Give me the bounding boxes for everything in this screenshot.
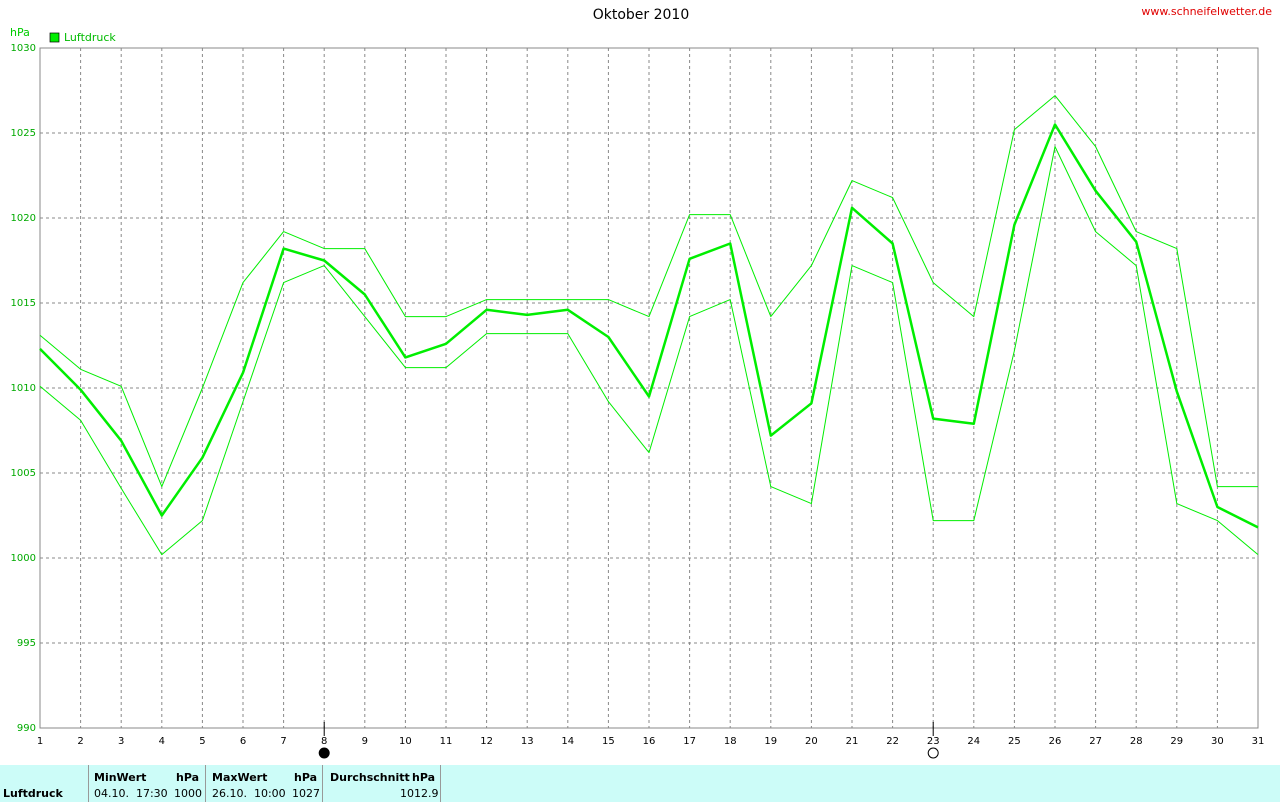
min-header: MinWert: [94, 771, 147, 784]
x-tick-label: 28: [1130, 736, 1143, 747]
source: www.schneifelwetter.de: [1141, 5, 1272, 18]
x-tick-label: 12: [480, 736, 493, 747]
summary-label: Luftdruck: [3, 787, 63, 800]
summary-table: Luftdruck MinWert hPa 04.10. 17:30 1000 …: [0, 765, 1280, 802]
x-tick-label: 20: [805, 736, 818, 747]
x-tick-label: 6: [240, 736, 246, 747]
legend-label: Luftdruck: [64, 31, 116, 44]
x-tick-label: 16: [643, 736, 656, 747]
y-tick-label: 1020: [11, 213, 36, 224]
line-series: [39, 123, 1259, 529]
x-tick-label: 8: [321, 736, 327, 747]
separator: [88, 765, 89, 802]
y-tick-label: 1030: [11, 43, 36, 54]
x-tick-label: 19: [764, 736, 777, 747]
x-tick-label: 7: [280, 736, 286, 747]
x-tick-label: 27: [1089, 736, 1102, 747]
x-tick-label: 30: [1211, 736, 1224, 747]
plot-frame: [39, 47, 1259, 729]
y-tick-label: 1025: [11, 128, 36, 139]
max-value: 1027: [292, 787, 320, 800]
x-tick-label: 3: [118, 736, 124, 747]
x-tick-label: 15: [602, 736, 615, 747]
x-tick-label: 21: [846, 736, 859, 747]
x-tick-label: 13: [521, 736, 534, 747]
x-tick-label: 5: [199, 736, 205, 747]
separator: [205, 765, 206, 802]
y-tick-label: 1015: [11, 298, 36, 309]
y-tick-label: 1000: [11, 553, 36, 564]
min-unit: hPa: [176, 771, 200, 784]
max-header: MaxWert: [212, 771, 268, 784]
x-tick-label: 22: [886, 736, 899, 747]
avg-unit: hPa: [412, 771, 436, 784]
x-tick-label: 25: [1008, 736, 1021, 747]
x-tick-label: 23: [927, 736, 940, 747]
x-tick-label: 9: [362, 736, 368, 747]
x-tick-label: 14: [561, 736, 574, 747]
x-tick-label: 11: [440, 736, 453, 747]
chart: Oktober 2010 www.schneifelwetter.de hPa …: [10, 5, 1272, 759]
line-series: [39, 146, 1259, 556]
x-tick-label: 4: [159, 736, 165, 747]
line-series: [39, 95, 1258, 488]
y-tick-label: 990: [17, 723, 36, 734]
min-value: 1000: [174, 787, 202, 800]
max-unit: hPa: [294, 771, 318, 784]
y-tick-label: 1010: [11, 383, 36, 394]
x-tick-label: 31: [1252, 736, 1265, 747]
x-tick-label: 24: [967, 736, 980, 747]
avg-value: 1012.9: [400, 787, 439, 800]
separator: [322, 765, 323, 802]
avg-header: Durchschnitt: [330, 771, 410, 784]
x-tick-label: 1: [37, 736, 43, 747]
moon-marker: [318, 747, 330, 759]
max-time: 26.10. 10:00: [212, 787, 286, 800]
y-tick-label: 1005: [11, 468, 36, 479]
min-time: 04.10. 17:30: [94, 787, 168, 800]
x-tick-label: 29: [1170, 736, 1183, 747]
x-tick-label: 10: [399, 736, 412, 747]
x-tick-label: 26: [1049, 736, 1062, 747]
legend-swatch: [49, 32, 60, 43]
y-tick-label: 995: [17, 638, 36, 649]
separator: [440, 765, 441, 802]
chart-title: Oktober 2010: [593, 7, 690, 23]
y-axis-label: hPa: [10, 26, 30, 39]
moon-marker: [927, 747, 939, 759]
x-tick-label: 18: [724, 736, 737, 747]
x-tick-label: 2: [77, 736, 83, 747]
x-tick-label: 17: [683, 736, 696, 747]
